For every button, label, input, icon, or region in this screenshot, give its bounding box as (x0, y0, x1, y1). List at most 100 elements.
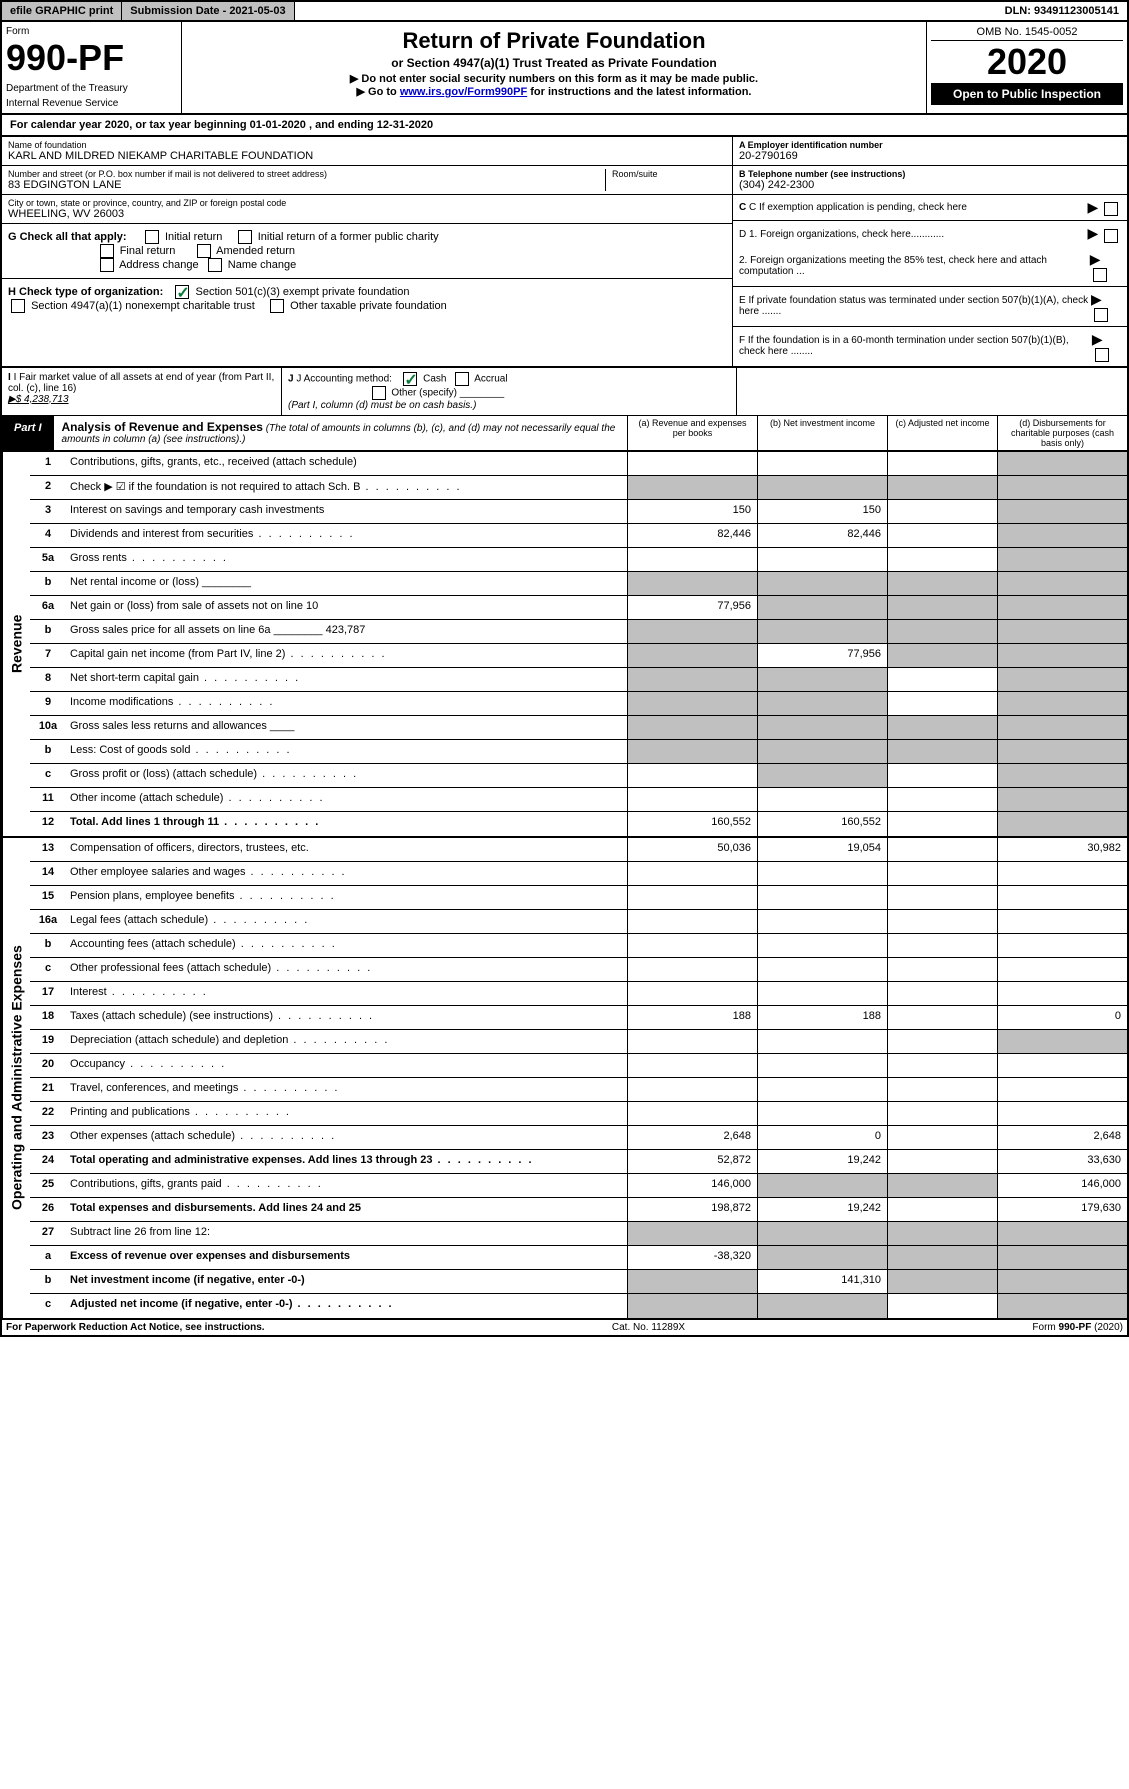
table-row: 1Contributions, gifts, grants, etc., rec… (30, 452, 1127, 476)
topbar: efile GRAPHIC print Submission Date - 20… (0, 0, 1129, 22)
e-label: E If private foundation status was termi… (739, 295, 1091, 317)
line-number: 17 (30, 982, 66, 1005)
line-description: Income modifications (66, 692, 627, 715)
60month-checkbox[interactable] (1095, 348, 1109, 362)
data-cell-a (627, 620, 757, 643)
table-row: 6aNet gain or (loss) from sale of assets… (30, 596, 1127, 620)
name-change-label: Name change (228, 259, 297, 271)
data-cell-c (887, 740, 997, 763)
table-row: 4Dividends and interest from securities8… (30, 524, 1127, 548)
other-method-checkbox[interactable] (372, 386, 386, 400)
form-label: Form (6, 26, 177, 37)
final-return-checkbox[interactable] (100, 244, 114, 258)
data-cell-c (887, 668, 997, 691)
part1-label: Part I (2, 416, 54, 450)
data-cell-b: 19,242 (757, 1198, 887, 1221)
line-description: Total operating and administrative expen… (66, 1150, 627, 1173)
table-row: 5aGross rents (30, 548, 1127, 572)
data-cell-d: 33,630 (997, 1150, 1127, 1173)
data-cell-c (887, 1126, 997, 1149)
part1-title: Analysis of Revenue and Expenses (62, 420, 263, 434)
line-description: Check ▶ ☑ if the foundation is not requi… (66, 476, 627, 499)
data-cell-b (757, 886, 887, 909)
table-row: 11Other income (attach schedule) (30, 788, 1127, 812)
accrual-checkbox[interactable] (455, 372, 469, 386)
exemption-pending-checkbox[interactable] (1104, 202, 1118, 216)
line-description: Gross sales less returns and allowances … (66, 716, 627, 739)
line-number: b (30, 620, 66, 643)
table-row: cAdjusted net income (if negative, enter… (30, 1294, 1127, 1318)
line-description: Pension plans, employee benefits (66, 886, 627, 909)
status-terminated-checkbox[interactable] (1094, 308, 1108, 322)
expenses-table: Operating and Administrative Expenses 13… (0, 838, 1129, 1320)
form-title: Return of Private Foundation (188, 28, 920, 54)
data-cell-b (757, 910, 887, 933)
initial-return-checkbox[interactable] (145, 230, 159, 244)
data-cell-c (887, 982, 997, 1005)
table-row: bLess: Cost of goods sold (30, 740, 1127, 764)
data-cell-d (997, 1078, 1127, 1101)
h-label: H Check type of organization: (8, 286, 163, 298)
line-description: Dividends and interest from securities (66, 524, 627, 547)
col-b-header: (b) Net investment income (757, 416, 887, 450)
4947a1-checkbox[interactable] (11, 299, 25, 313)
data-cell-d (997, 764, 1127, 787)
other-taxable-checkbox[interactable] (270, 299, 284, 313)
line-description: Interest on savings and temporary cash i… (66, 500, 627, 523)
line-description: Printing and publications (66, 1102, 627, 1125)
table-row: cGross profit or (loss) (attach schedule… (30, 764, 1127, 788)
table-row: 21Travel, conferences, and meetings (30, 1078, 1127, 1102)
501c3-checkbox[interactable] (175, 285, 189, 299)
form-number: 990-PF (6, 37, 177, 79)
addr-change-checkbox[interactable] (100, 258, 114, 272)
form-link[interactable]: www.irs.gov/Form990PF (400, 86, 527, 98)
line-description: Adjusted net income (if negative, enter … (66, 1294, 627, 1318)
line-number: 10a (30, 716, 66, 739)
table-row: 19Depreciation (attach schedule) and dep… (30, 1030, 1127, 1054)
data-cell-d (997, 1054, 1127, 1077)
data-cell-c (887, 476, 997, 499)
amended-checkbox[interactable] (197, 244, 211, 258)
data-cell-d (997, 452, 1127, 475)
line-number: 5a (30, 548, 66, 571)
line-description: Other expenses (attach schedule) (66, 1126, 627, 1149)
table-row: bAccounting fees (attach schedule) (30, 934, 1127, 958)
amended-label: Amended return (216, 245, 295, 257)
name-label: Name of foundation (8, 140, 726, 150)
85pct-checkbox[interactable] (1093, 268, 1107, 282)
g-label: G Check all that apply: (8, 231, 127, 243)
data-cell-a (627, 1078, 757, 1101)
efile-button[interactable]: efile GRAPHIC print (2, 2, 122, 20)
data-cell-a (627, 982, 757, 1005)
data-cell-b: 19,242 (757, 1150, 887, 1173)
initial-former-checkbox[interactable] (238, 230, 252, 244)
d1-label: D 1. Foreign organizations, check here..… (739, 229, 944, 240)
d2-label: 2. Foreign organizations meeting the 85%… (739, 255, 1090, 277)
data-cell-a (627, 788, 757, 811)
data-cell-a: 198,872 (627, 1198, 757, 1221)
data-cell-c (887, 1150, 997, 1173)
table-row: 20Occupancy (30, 1054, 1127, 1078)
line-description: Net short-term capital gain (66, 668, 627, 691)
foreign-org-checkbox[interactable] (1104, 229, 1118, 243)
data-cell-b (757, 982, 887, 1005)
cash-checkbox[interactable] (403, 372, 417, 386)
line-number: c (30, 764, 66, 787)
data-cell-c (887, 1102, 997, 1125)
c-label: C If exemption application is pending, c… (749, 202, 967, 213)
data-cell-a (627, 958, 757, 981)
line-description: Gross sales price for all assets on line… (66, 620, 627, 643)
d1-check: D 1. Foreign organizations, check here..… (733, 220, 1127, 246)
name-change-checkbox[interactable] (208, 258, 222, 272)
dept-treasury: Department of the Treasury (6, 83, 177, 94)
omb-number: OMB No. 1545-0052 (931, 26, 1123, 41)
line-number: 1 (30, 452, 66, 475)
instruction-2: ▶ Go to www.irs.gov/Form990PF for instru… (188, 85, 920, 98)
data-cell-c (887, 1246, 997, 1269)
data-cell-a: 52,872 (627, 1150, 757, 1173)
data-cell-c (887, 1222, 997, 1245)
line-description: Accounting fees (attach schedule) (66, 934, 627, 957)
irs: Internal Revenue Service (6, 98, 177, 109)
data-cell-d (997, 1222, 1127, 1245)
data-cell-a: 2,648 (627, 1126, 757, 1149)
